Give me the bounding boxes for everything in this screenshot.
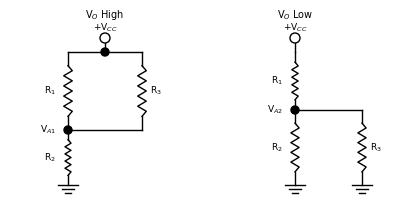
Text: R$_3$: R$_3$ [150,85,162,97]
Text: +V$_{CC}$: +V$_{CC}$ [93,22,117,34]
Text: R$_1$: R$_1$ [271,75,283,87]
Text: V$_{A1}$: V$_{A1}$ [40,124,56,136]
Circle shape [290,33,300,43]
Text: V$_O$ Low: V$_O$ Low [277,8,313,22]
Circle shape [101,48,109,56]
Circle shape [291,106,299,114]
Text: R$_2$: R$_2$ [271,141,283,154]
Circle shape [100,33,110,43]
Text: R$_3$: R$_3$ [370,141,382,154]
Text: +V$_{CC}$: +V$_{CC}$ [283,22,307,34]
Circle shape [64,126,72,134]
Text: V$_{A2}$: V$_{A2}$ [267,104,283,116]
Text: V$_O$ High: V$_O$ High [86,8,125,22]
Text: R$_1$: R$_1$ [44,85,56,97]
Text: R$_2$: R$_2$ [44,151,56,164]
